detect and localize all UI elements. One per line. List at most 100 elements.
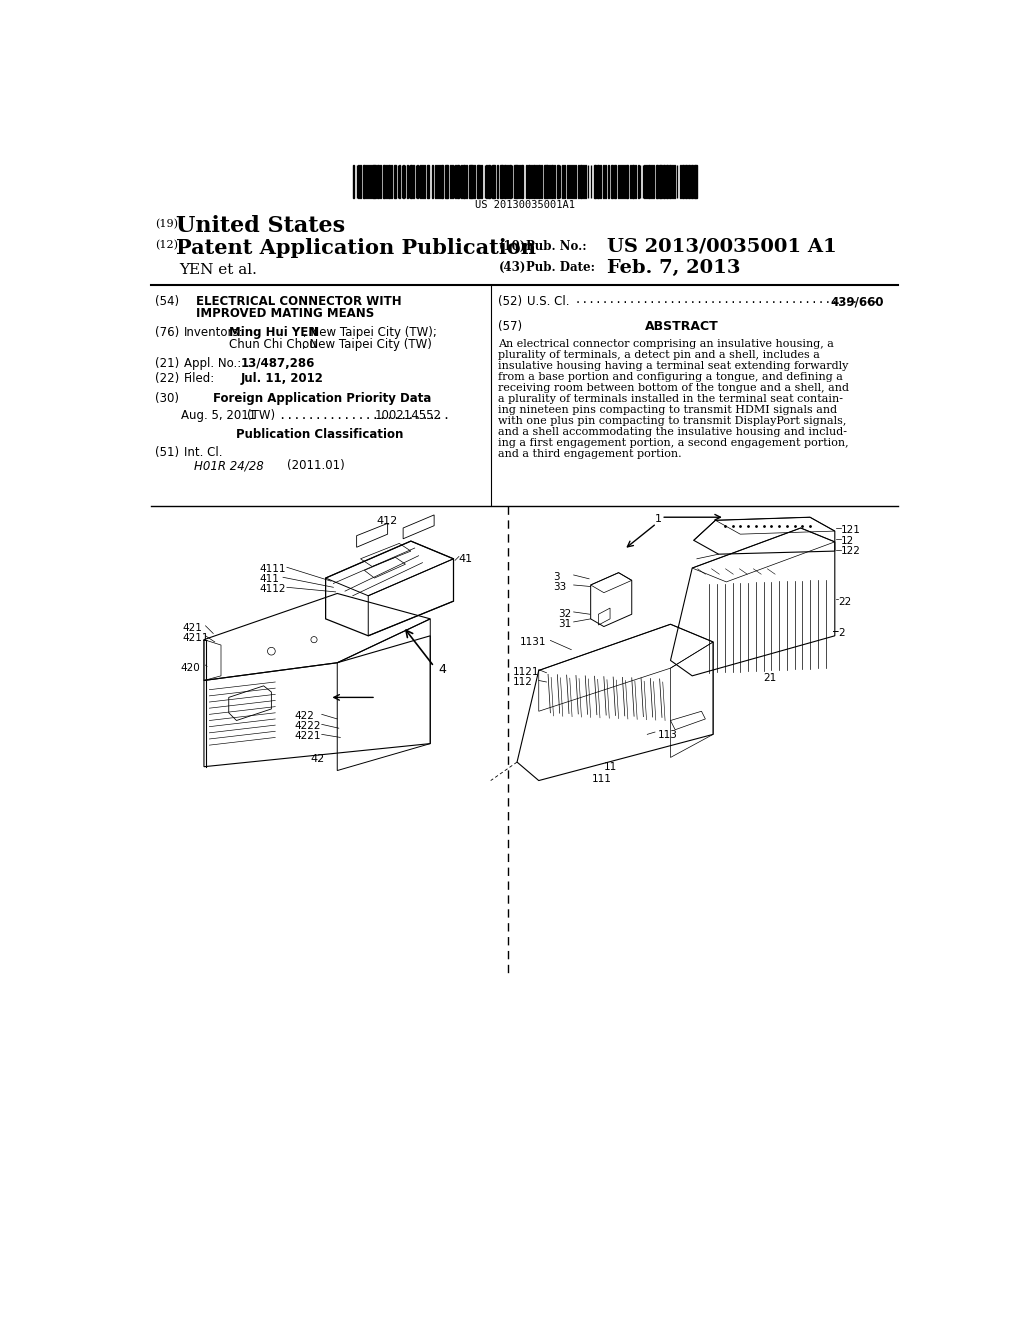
Bar <box>441 165 442 198</box>
Text: 1131: 1131 <box>520 638 547 647</box>
Bar <box>538 165 540 198</box>
Bar <box>648 165 649 198</box>
Text: Aug. 5, 2011: Aug. 5, 2011 <box>180 409 256 421</box>
Bar <box>478 165 480 198</box>
Text: 42: 42 <box>310 754 325 763</box>
Bar <box>614 165 616 198</box>
Text: IMPROVED MATING MEANS: IMPROVED MATING MEANS <box>197 308 375 319</box>
Bar <box>394 165 396 198</box>
Text: 41: 41 <box>459 554 473 564</box>
Text: ELECTRICAL CONNECTOR WITH: ELECTRICAL CONNECTOR WITH <box>197 296 401 309</box>
Text: (10): (10) <box>499 240 525 253</box>
Bar <box>635 165 636 198</box>
Text: Pub. No.:: Pub. No.: <box>526 240 587 253</box>
Bar <box>680 165 681 198</box>
Bar <box>549 165 550 198</box>
Bar <box>372 165 374 198</box>
Text: Ming Hui YEN: Ming Hui YEN <box>228 326 318 339</box>
Text: 32: 32 <box>558 609 571 619</box>
Text: from a base portion and configuring a tongue, and defining a: from a base portion and configuring a to… <box>499 372 844 383</box>
Text: 33: 33 <box>553 582 566 591</box>
Text: 4: 4 <box>438 663 445 676</box>
Text: 21: 21 <box>764 673 777 682</box>
Bar <box>622 165 624 198</box>
Bar <box>580 165 583 198</box>
Text: insulative housing having a terminal seat extending forwardly: insulative housing having a terminal sea… <box>499 362 849 371</box>
Text: H01R 24/28: H01R 24/28 <box>194 459 263 473</box>
Text: 439/660: 439/660 <box>830 296 884 309</box>
Text: , New Taipei City (TW): , New Taipei City (TW) <box>302 338 431 351</box>
Text: receiving room between bottom of the tongue and a shell, and: receiving room between bottom of the ton… <box>499 383 850 393</box>
Bar <box>646 165 647 198</box>
Bar <box>551 165 554 198</box>
Text: 2: 2 <box>838 628 845 638</box>
Text: Jul. 11, 2012: Jul. 11, 2012 <box>241 372 324 384</box>
Bar <box>695 165 697 198</box>
Bar <box>509 165 511 198</box>
Text: (76): (76) <box>155 326 179 339</box>
Text: 4211: 4211 <box>182 632 209 643</box>
Text: ing nineteen pins compacting to transmit HDMI signals and: ing nineteen pins compacting to transmit… <box>499 405 838 414</box>
Text: 13/487,286: 13/487,286 <box>241 358 314 370</box>
Bar <box>435 165 436 198</box>
Text: (30): (30) <box>155 392 179 405</box>
Text: 421: 421 <box>182 623 202 632</box>
Text: plurality of terminals, a detect pin and a shell, includes a: plurality of terminals, a detect pin and… <box>499 350 820 360</box>
Bar <box>532 165 535 198</box>
Text: Foreign Application Priority Data: Foreign Application Priority Data <box>213 392 432 405</box>
Bar <box>471 165 473 198</box>
Text: 4221: 4221 <box>295 731 322 742</box>
Text: 4112: 4112 <box>260 585 287 594</box>
Text: 412: 412 <box>376 516 397 527</box>
Text: Filed:: Filed: <box>183 372 215 384</box>
Text: ing a first engagement portion, a second engagement portion,: ing a first engagement portion, a second… <box>499 438 849 447</box>
Bar <box>504 165 506 198</box>
Text: ..............................................: ........................................… <box>568 296 886 305</box>
Text: (21): (21) <box>155 358 179 370</box>
Text: 411: 411 <box>260 574 280 585</box>
Text: (2011.01): (2011.01) <box>287 459 345 473</box>
Bar <box>359 165 361 198</box>
Text: (54): (54) <box>155 296 179 309</box>
Text: 3: 3 <box>553 572 559 582</box>
Bar <box>445 165 446 198</box>
Text: and a shell accommodating the insulative housing and includ-: and a shell accommodating the insulative… <box>499 426 848 437</box>
Text: An electrical connector comprising an insulative housing, a: An electrical connector comprising an in… <box>499 339 835 350</box>
Text: 100214552: 100214552 <box>375 409 441 421</box>
Bar <box>521 165 523 198</box>
Text: YEN et al.: YEN et al. <box>179 263 257 277</box>
Text: US 20130035001A1: US 20130035001A1 <box>475 199 574 210</box>
Bar <box>457 165 459 198</box>
Bar <box>572 165 574 198</box>
Bar <box>682 165 684 198</box>
Text: and a third engagement portion.: and a third engagement portion. <box>499 449 682 458</box>
Text: Chun Chi Chou: Chun Chi Chou <box>228 338 316 351</box>
Text: 1: 1 <box>655 515 662 524</box>
Bar <box>604 165 606 198</box>
Bar <box>432 165 433 198</box>
Text: (57): (57) <box>499 321 522 333</box>
Text: 121: 121 <box>841 525 861 535</box>
Text: 122: 122 <box>841 546 861 557</box>
Text: 4222: 4222 <box>295 721 322 731</box>
Text: Inventors:: Inventors: <box>183 326 244 339</box>
Text: a plurality of terminals installed in the terminal seat contain-: a plurality of terminals installed in th… <box>499 395 844 404</box>
Text: (TW): (TW) <box>247 409 274 421</box>
Text: (52): (52) <box>499 296 522 309</box>
Bar <box>500 165 502 198</box>
Bar <box>685 165 687 198</box>
Bar <box>674 165 675 198</box>
Text: (12): (12) <box>155 240 178 251</box>
Bar <box>388 165 390 198</box>
Text: ........................: ........................ <box>272 409 451 421</box>
Bar <box>687 165 690 198</box>
Text: Int. Cl.: Int. Cl. <box>183 446 222 459</box>
Text: 1121: 1121 <box>512 667 539 677</box>
Text: 113: 113 <box>657 730 677 739</box>
Text: Publication Classification: Publication Classification <box>237 428 403 441</box>
Bar <box>690 165 693 198</box>
Bar <box>383 165 385 198</box>
Text: 420: 420 <box>180 663 201 673</box>
Bar <box>516 165 518 198</box>
Text: (43): (43) <box>499 261 526 273</box>
